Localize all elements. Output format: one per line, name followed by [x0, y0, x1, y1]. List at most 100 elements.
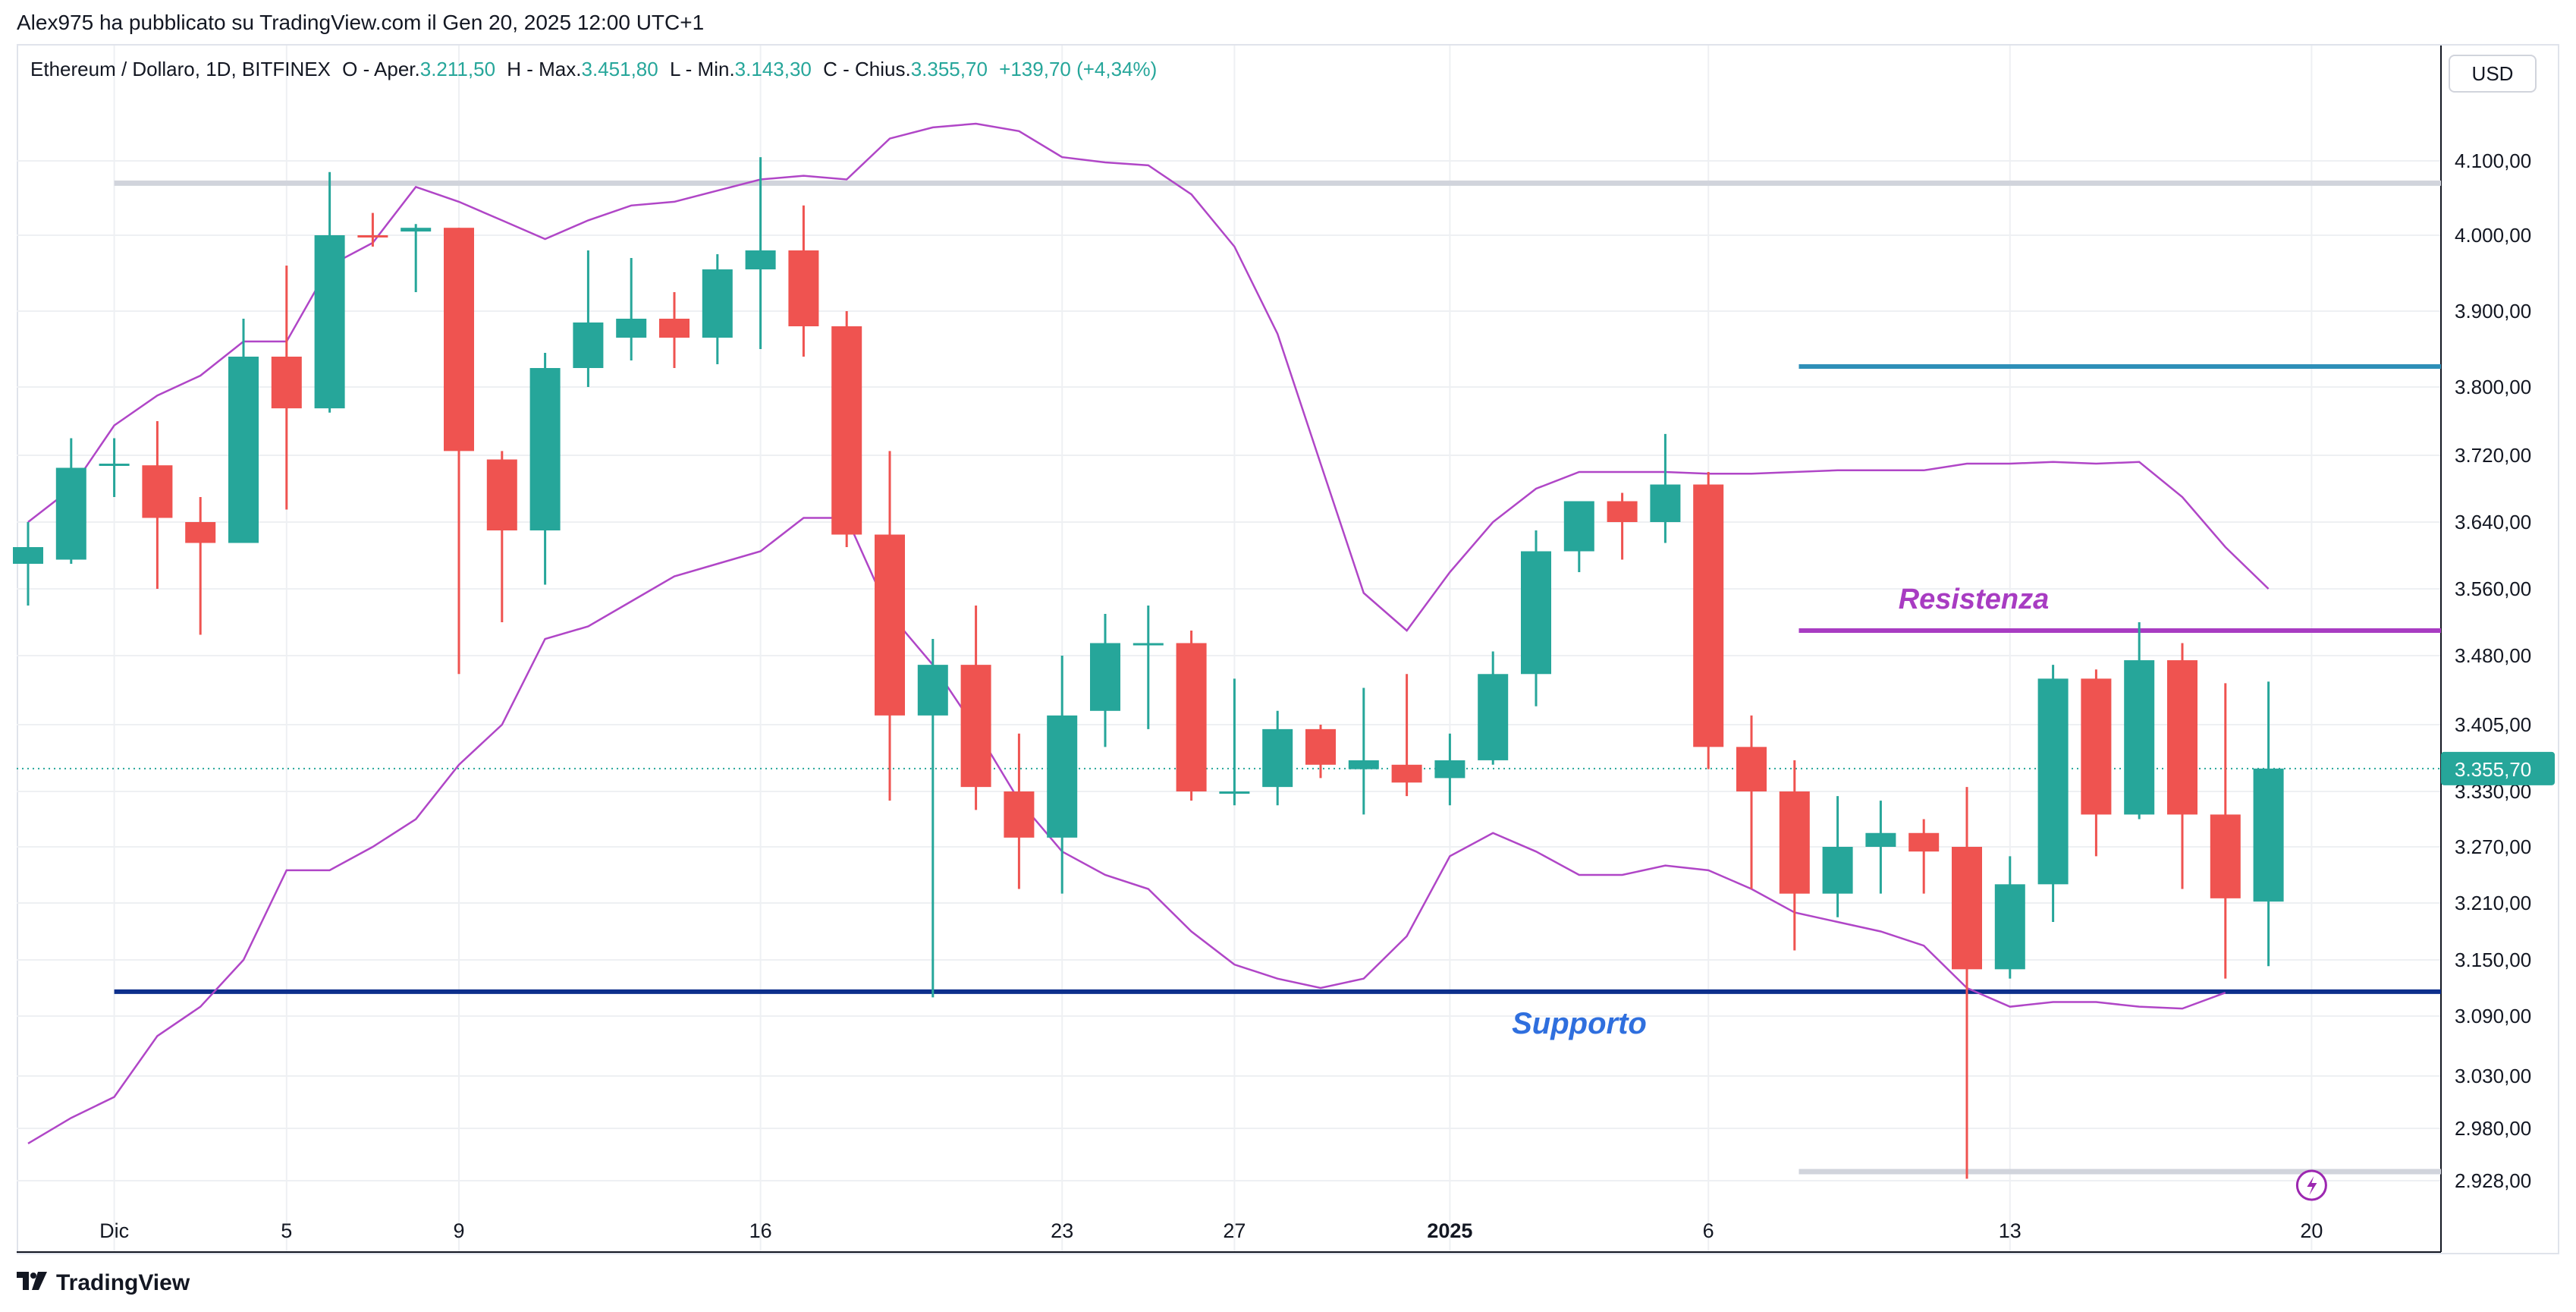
candle-body — [616, 319, 647, 338]
price-tick-label: 2.928,00 — [2455, 1169, 2531, 1192]
close-label: C - Chius. — [823, 58, 911, 80]
candle-body — [1908, 832, 1940, 852]
bollinger-bands — [27, 122, 2270, 1144]
last-price-badge — [2441, 751, 2555, 785]
candle-body — [2081, 678, 2112, 815]
candle-body — [1865, 832, 1896, 847]
candle-body — [1176, 643, 1207, 791]
price-tick-label: 3.405,00 — [2455, 713, 2531, 736]
candle-body — [1047, 715, 1078, 838]
time-tick-label: 16 — [749, 1219, 772, 1242]
candle-body — [529, 368, 561, 530]
price-tick-label: 3.150,00 — [2455, 949, 2531, 971]
price-tick-label: 3.900,00 — [2455, 300, 2531, 322]
candle-body — [1004, 791, 1035, 838]
candle-body — [2253, 768, 2284, 902]
bollinger-upper-line — [27, 122, 2270, 632]
candle-body — [2124, 660, 2155, 815]
candle-body — [1478, 674, 1509, 760]
time-tick-label: 23 — [1051, 1219, 1073, 1242]
candle-body — [1607, 501, 1638, 522]
candle-body — [271, 357, 302, 409]
candle-body — [875, 534, 905, 716]
horizontal-levels — [17, 180, 2441, 1175]
candle-body — [13, 547, 43, 564]
support-label: Supporto — [1512, 1007, 1647, 1040]
candle-body — [702, 269, 733, 338]
candle-body — [2210, 814, 2241, 898]
candle-body — [1305, 728, 1336, 765]
time-tick-label: 9 — [453, 1219, 464, 1242]
candle-body — [960, 665, 991, 788]
price-tick-label: 3.640,00 — [2455, 511, 2531, 533]
candle-body — [401, 228, 432, 232]
candle-body — [55, 467, 86, 560]
time-tick-label: Dic — [99, 1219, 129, 1242]
time-axis: Dic 5 9 16 23 27 2025 6 13 20 — [99, 1219, 2323, 1242]
high-value: 3.451,80 — [581, 58, 658, 80]
bollinger-lower-line — [27, 517, 2226, 1144]
price-tick-label: 4.000,00 — [2455, 224, 2531, 247]
last-price-label: 3.355,70 — [2455, 758, 2531, 781]
price-tick-label: 3.030,00 — [2455, 1065, 2531, 1087]
candle-body — [2037, 678, 2069, 885]
annotations: Resistenza Supporto — [1512, 584, 2327, 1201]
event-lightning-icon — [2295, 1169, 2327, 1201]
published-by-text: Alex975 ha pubblicato su TradingView.com… — [17, 11, 705, 34]
candle-body — [486, 459, 517, 530]
candle-body — [444, 228, 474, 451]
candle-body — [788, 250, 819, 326]
symbol-name: Ethereum / Dollaro, 1D, BITFINEX — [30, 58, 331, 80]
candle-body — [573, 322, 604, 368]
publication-header: Alex975 ha pubblicato su TradingView.com… — [0, 0, 2576, 46]
high-label: H - Max. — [507, 58, 582, 80]
candle-body — [99, 464, 130, 466]
price-tick-label: 4.100,00 — [2455, 149, 2531, 172]
time-tick-label: 27 — [1223, 1219, 1246, 1242]
open-value: 3.211,50 — [419, 58, 496, 80]
candle-body — [1563, 501, 1594, 552]
candlesticks — [13, 157, 2284, 1179]
candle-body — [1994, 884, 2025, 970]
candle-body — [745, 250, 776, 269]
resistance-label: Resistenza — [1899, 584, 2050, 615]
candle-body — [314, 235, 345, 409]
price-tick-label: 3.560,00 — [2455, 577, 2531, 600]
time-tick-label: 6 — [1703, 1219, 1714, 1242]
candle-body — [1650, 484, 1681, 522]
candle-body — [1736, 747, 1767, 791]
chart-frame — [17, 44, 2559, 1254]
grid-lines — [17, 46, 2441, 1252]
candle-body — [1693, 484, 1724, 747]
candle-body — [1262, 728, 1293, 788]
candle-body — [1132, 643, 1164, 646]
price-tick-label: 3.480,00 — [2455, 644, 2531, 667]
price-tick-label: 3.800,00 — [2455, 376, 2531, 398]
candle-body — [185, 522, 216, 543]
candle-body — [659, 319, 690, 338]
currency-button[interactable]: USD — [2449, 55, 2537, 93]
candle-body — [1434, 760, 1465, 779]
price-tick-label: 3.720,00 — [2455, 444, 2531, 467]
time-tick-label: 5 — [281, 1219, 292, 1242]
tradingview-brand-text: TradingView — [56, 1270, 190, 1295]
time-tick-label: 20 — [2300, 1219, 2323, 1242]
candle-body — [831, 326, 862, 535]
candle-body — [1219, 791, 1250, 794]
candle-body — [228, 357, 259, 543]
candle-body — [1391, 764, 1422, 783]
low-label: L - Min. — [669, 58, 735, 80]
time-tick-label: 13 — [1999, 1219, 2022, 1242]
candle-body — [917, 665, 948, 716]
candle-body — [1952, 847, 1982, 970]
tradingview-logo-icon — [17, 1272, 47, 1290]
candle-body — [1090, 643, 1120, 711]
footer-brand[interactable]: TradingView — [17, 1266, 190, 1301]
time-tick-label: 2025 — [1427, 1219, 1472, 1242]
price-tick-label: 2.980,00 — [2455, 1117, 2531, 1140]
price-tick-label: 3.270,00 — [2455, 835, 2531, 858]
close-value: 3.355,70 — [910, 58, 988, 80]
axis-lines — [17, 46, 2442, 1253]
price-tick-label: 3.210,00 — [2455, 892, 2531, 914]
